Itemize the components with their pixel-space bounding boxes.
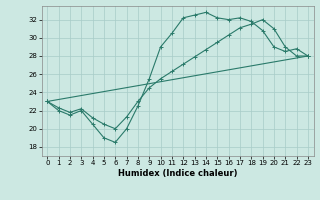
X-axis label: Humidex (Indice chaleur): Humidex (Indice chaleur)	[118, 169, 237, 178]
